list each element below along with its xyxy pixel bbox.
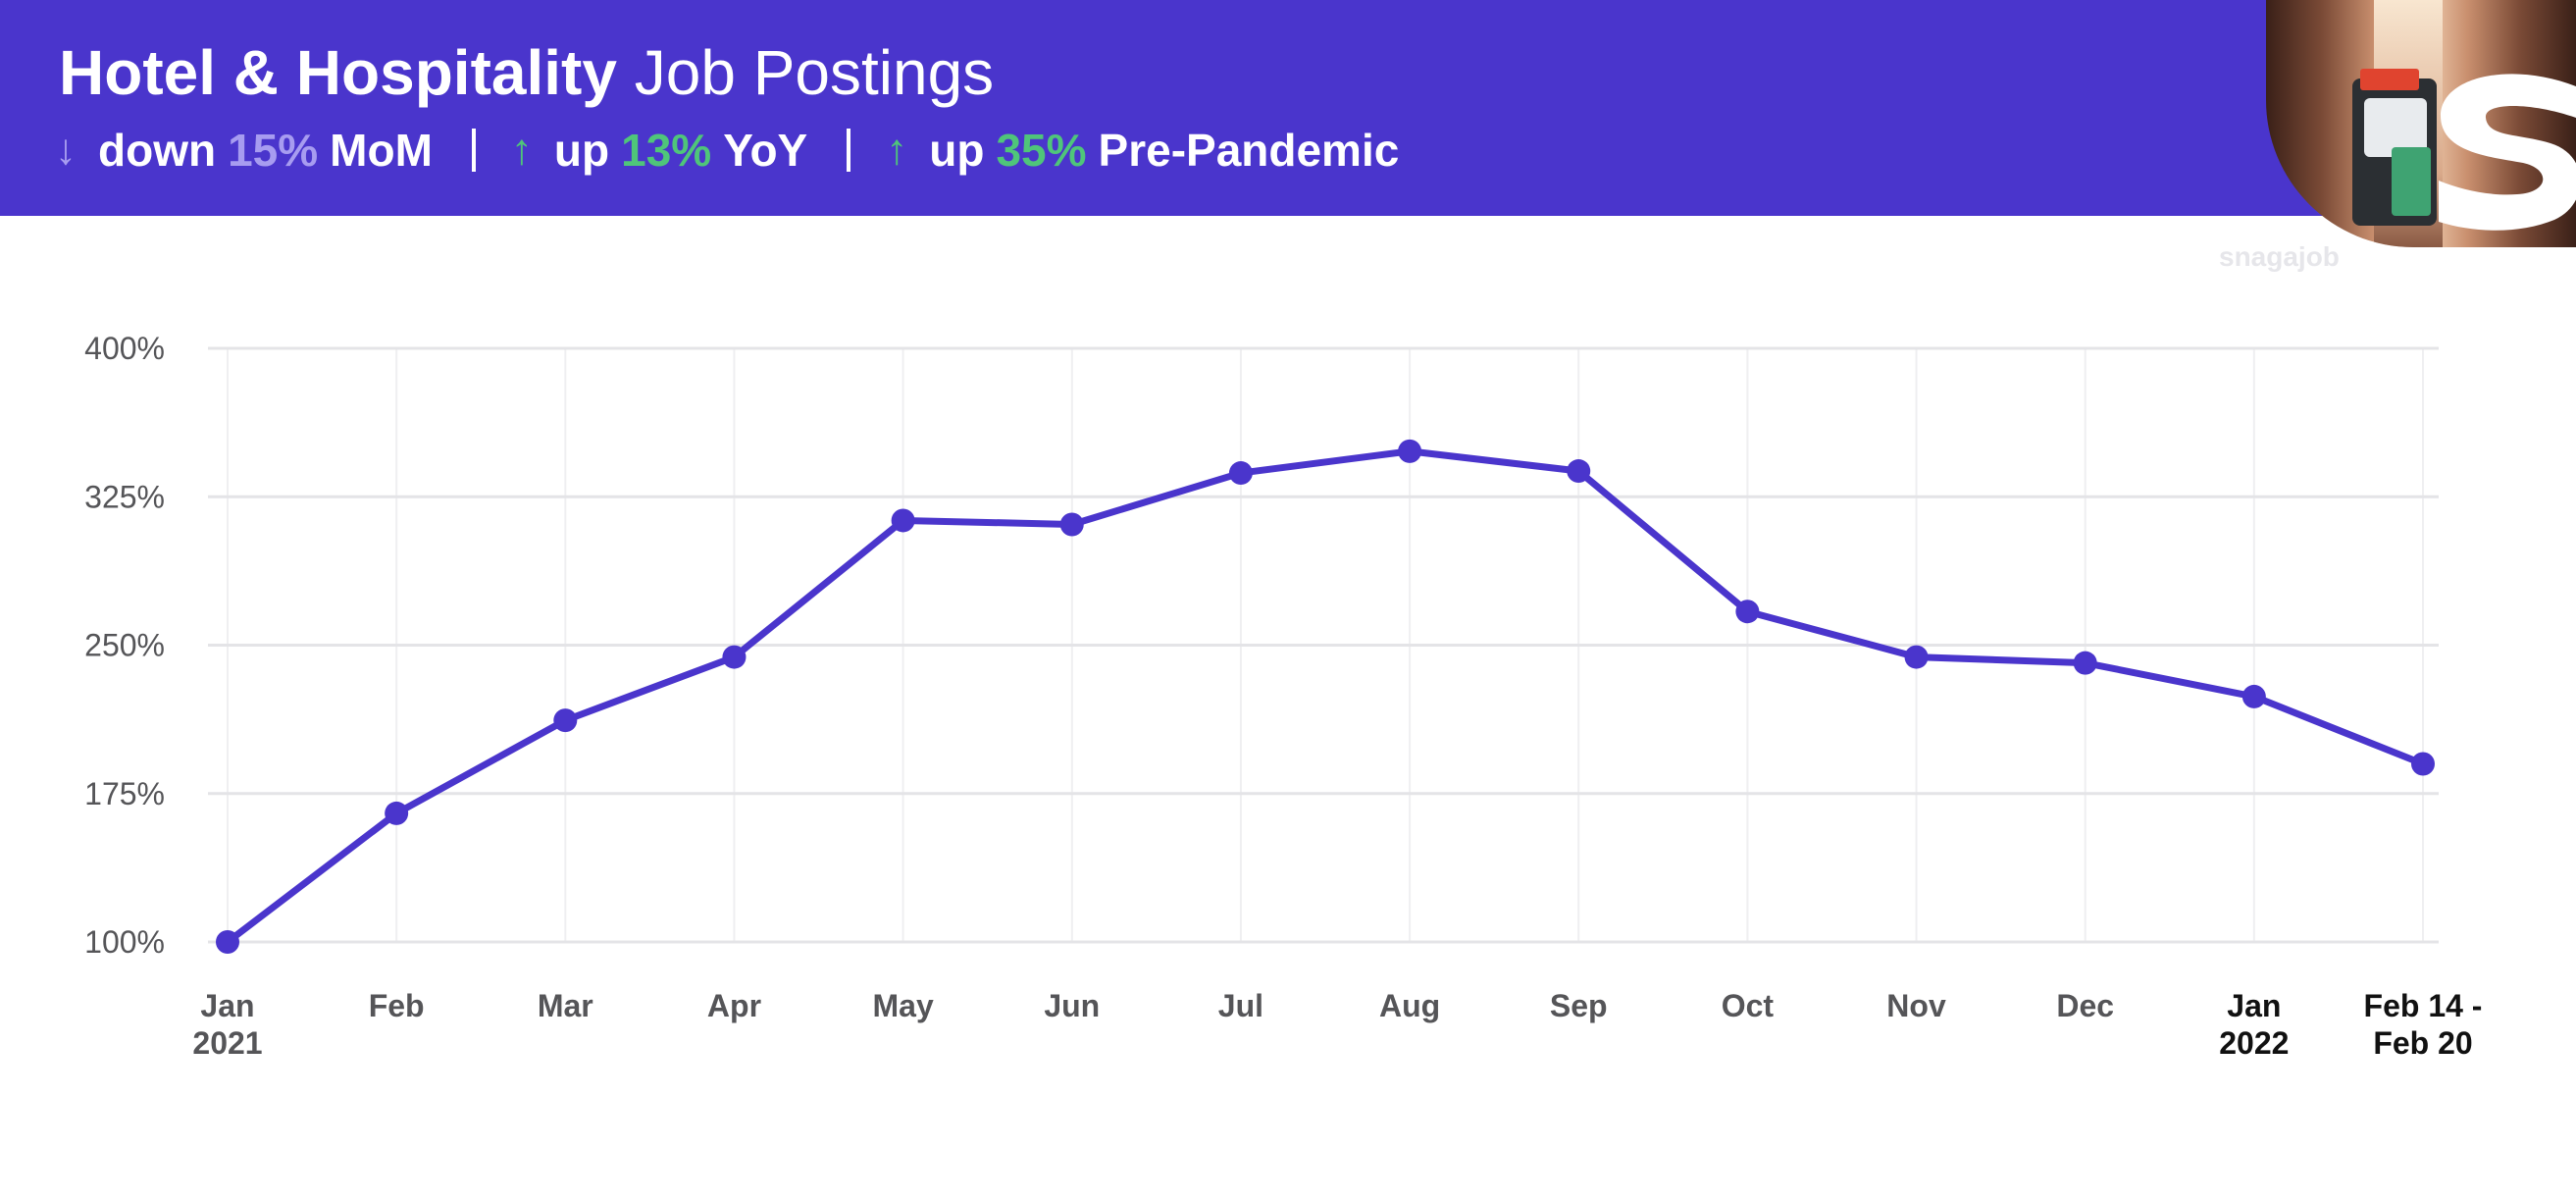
data-point xyxy=(385,801,409,825)
cart-bin-shape xyxy=(2392,147,2431,216)
x-tick-label: Jan 2021 xyxy=(192,988,262,1061)
x-tick-line: Sep xyxy=(1550,988,1608,1023)
cart-top-shape xyxy=(2360,69,2419,90)
stat-divider xyxy=(471,129,476,172)
x-tick-line: Jul xyxy=(1218,988,1263,1023)
x-tick-line: Feb xyxy=(369,988,425,1023)
x-tick-label: Sep xyxy=(1550,988,1608,1023)
x-tick-label: Nov xyxy=(1886,988,1946,1023)
data-point xyxy=(2411,752,2435,776)
title-bold: Hotel & Hospitality xyxy=(59,37,617,108)
stat-mom: ↓ down 15% MoM xyxy=(55,124,433,177)
x-tick-label: Aug xyxy=(1379,988,1440,1023)
y-tick-label: 325% xyxy=(84,479,165,514)
x-tick-label: May xyxy=(872,988,933,1023)
data-point xyxy=(1398,439,1422,463)
data-point xyxy=(1904,645,1929,669)
x-tick-line: Dec xyxy=(2056,988,2114,1023)
stat-value: 35% xyxy=(996,125,1087,176)
stat-value: 13% xyxy=(621,125,712,176)
page-title: Hotel & Hospitality Job Postings xyxy=(59,35,994,110)
x-tick-label: Dec xyxy=(2056,988,2114,1023)
y-tick-label: 100% xyxy=(84,924,165,960)
y-tick-label: 175% xyxy=(84,776,165,811)
header-banner: Hotel & Hospitality Job Postings ↓ down … xyxy=(0,0,2576,216)
stat-pre-pandemic: ↑ up 35% Pre-Pandemic xyxy=(886,124,1399,177)
y-tick-label: 400% xyxy=(84,331,165,366)
stat-prefix: down xyxy=(98,125,217,176)
stat-suffix: YoY xyxy=(723,125,808,176)
data-point xyxy=(1567,459,1591,484)
x-tick-label: Feb 14 -Feb 20 xyxy=(2364,988,2483,1061)
series-line xyxy=(224,447,2427,946)
data-point xyxy=(1059,512,1084,537)
stat-suffix: MoM xyxy=(330,125,433,176)
x-tick-line: May xyxy=(872,988,933,1023)
arrow-up-icon: ↑ xyxy=(510,126,533,174)
x-tick-line: 2022 xyxy=(2219,1025,2289,1061)
x-tick-line: Aug xyxy=(1379,988,1440,1023)
stats-bar: ↓ down 15% MoM ↑ up 13% YoY ↑ up 35% Pre… xyxy=(55,118,1399,183)
snagajob-logo-icon xyxy=(2439,74,2576,231)
x-tick-label: Mar xyxy=(538,988,593,1023)
x-tick-label: Apr xyxy=(707,988,761,1023)
x-tick-line: Jan xyxy=(2227,988,2281,1023)
x-tick-line: 2021 xyxy=(192,1025,262,1061)
stat-value: 15% xyxy=(228,125,319,176)
hotel-corridor-photo xyxy=(2266,0,2576,247)
x-tick-line: Jun xyxy=(1044,988,1100,1023)
data-point xyxy=(216,930,239,954)
x-tick-label: Oct xyxy=(1722,988,1775,1023)
x-tick-line: Mar xyxy=(538,988,593,1023)
stat-prefix: up xyxy=(929,125,985,176)
arrow-down-icon: ↓ xyxy=(55,126,77,174)
stat-yoy: ↑ up 13% YoY xyxy=(511,124,807,177)
x-tick-line: Jan xyxy=(200,988,254,1023)
x-tick-label: Jul xyxy=(1218,988,1263,1023)
data-point xyxy=(1735,600,1760,624)
stat-divider xyxy=(847,129,851,172)
x-tick-line: Feb 20 xyxy=(2373,1025,2472,1061)
data-point xyxy=(553,708,578,733)
y-tick-label: 250% xyxy=(84,628,165,663)
data-point xyxy=(2073,651,2097,675)
arrow-up-icon: ↑ xyxy=(886,126,908,174)
data-point xyxy=(722,645,747,669)
x-tick-label: Feb xyxy=(369,988,425,1023)
x-tick-line: Feb 14 - xyxy=(2364,988,2483,1023)
x-tick-line: Apr xyxy=(707,988,761,1023)
title-light: Job Postings xyxy=(634,37,995,108)
data-point xyxy=(891,508,915,533)
stat-prefix: up xyxy=(553,125,610,176)
stat-suffix: Pre-Pandemic xyxy=(1098,125,1400,176)
x-tick-line: Oct xyxy=(1722,988,1775,1023)
data-point xyxy=(1228,461,1253,486)
snagajob-watermark: snagajob xyxy=(2219,241,2340,272)
x-tick-label: Jun xyxy=(1044,988,1100,1023)
x-tick-label: Jan 2022 xyxy=(2219,988,2289,1061)
x-tick-line: Nov xyxy=(1886,988,1946,1023)
data-point xyxy=(2241,684,2266,708)
